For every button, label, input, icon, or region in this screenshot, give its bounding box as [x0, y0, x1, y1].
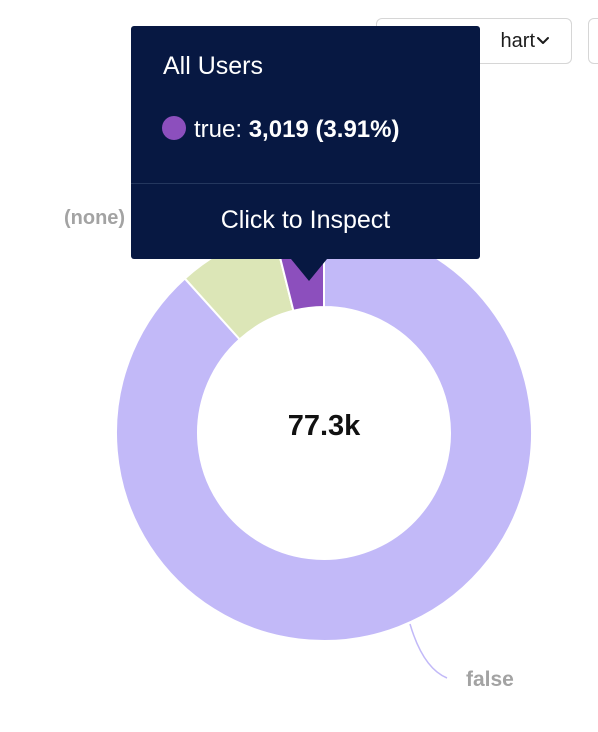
center-total: 77.3k [287, 410, 361, 442]
tooltip-divider [131, 183, 480, 184]
tooltip-value: 3,019 [248, 116, 309, 143]
false-leader-line [409, 623, 448, 679]
more-options-button[interactable] [588, 18, 598, 64]
slice-label-none: (none) [64, 207, 126, 229]
slice-false[interactable] [115, 223, 533, 642]
chart-type-label: hart [500, 30, 535, 52]
inspect-link[interactable]: Click to Inspect [220, 206, 391, 234]
tooltip-series-row: true: 3,019 (3.91%) [162, 116, 399, 144]
tooltip: All Users true: 3,019 (3.91%) Click to I… [131, 26, 480, 281]
tooltip-arrow [291, 259, 327, 281]
tooltip-title: All Users [163, 52, 264, 80]
tooltip-percent: (3.91%) [315, 116, 400, 143]
slice-label-false: false [466, 668, 514, 691]
chevron-down-icon [537, 37, 549, 44]
tooltip-series-label: true: [194, 116, 243, 143]
series-color-dot [162, 116, 186, 140]
